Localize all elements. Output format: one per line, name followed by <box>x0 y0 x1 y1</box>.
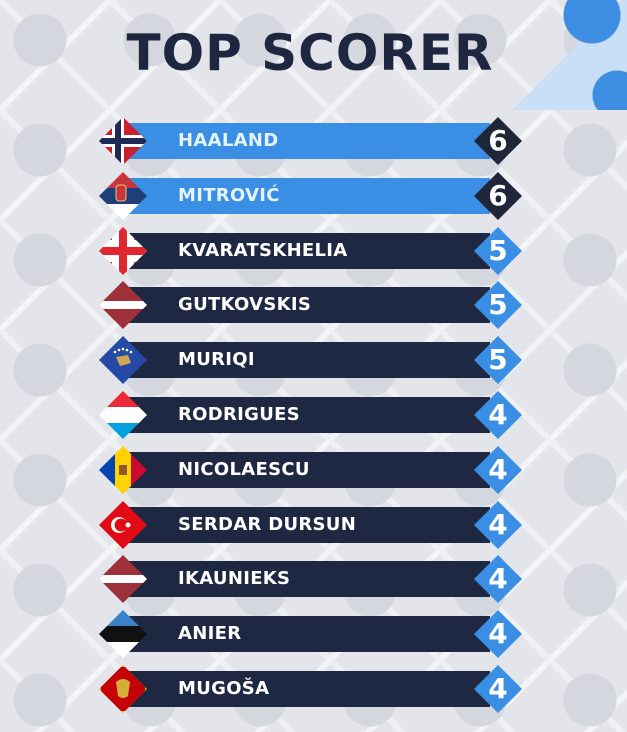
turkey-flag-icon <box>99 500 147 549</box>
latvia-flag-icon <box>99 281 147 330</box>
serbia-flag-icon <box>99 171 147 220</box>
goal-count: 5 <box>488 343 508 377</box>
montenegro-flag-icon <box>99 665 147 713</box>
name-bar <box>128 561 490 598</box>
player-name: MITROVIĆ <box>178 184 280 206</box>
name-bar <box>128 232 490 269</box>
goal-count-badge: 4 <box>473 445 523 494</box>
player-name: IKAUNIEKS <box>178 568 291 590</box>
norway-flag-icon <box>99 117 147 165</box>
kosovo-flag-icon <box>99 336 147 385</box>
goal-count: 5 <box>488 233 508 267</box>
name-bar <box>128 506 490 543</box>
name-bar <box>128 451 490 488</box>
goal-count-badge: 4 <box>473 610 523 659</box>
player-name: MUGOŠA <box>178 678 270 699</box>
scorer-row: MURIQI 5 <box>98 335 523 385</box>
scorer-row: SERDAR DURSUN 4 <box>98 500 523 550</box>
scorer-row: MITROVIĆ 6 <box>98 171 523 221</box>
name-bar <box>128 671 490 707</box>
goal-count-badge: 4 <box>473 664 523 714</box>
georgia-flag-icon <box>99 226 147 275</box>
goal-count-badge: 6 <box>473 171 523 220</box>
goal-count-badge: 5 <box>473 226 523 275</box>
player-name: RODRIGUES <box>178 404 301 425</box>
scorer-row: RODRIGUES 4 <box>98 390 523 440</box>
goal-count: 4 <box>488 452 508 486</box>
goal-count-badge: 5 <box>473 336 523 385</box>
scorer-row: GUTKOVSKIS 5 <box>98 280 523 330</box>
goal-count: 6 <box>488 124 508 157</box>
player-name: KVARATSKHELIA <box>178 239 348 261</box>
scorer-row: ANIER 4 <box>98 609 523 659</box>
name-bar <box>128 177 490 214</box>
goal-count-badge: 4 <box>473 555 523 604</box>
goal-count: 6 <box>488 178 508 212</box>
name-bar <box>128 123 490 159</box>
scorer-row: NICOLAESCU 4 <box>98 445 523 495</box>
goal-count: 5 <box>488 288 508 322</box>
player-name: NICOLAESCU <box>178 458 310 480</box>
player-name: HAALAND <box>178 130 279 151</box>
name-bar <box>128 342 490 379</box>
name-bar <box>128 287 490 324</box>
goal-count: 4 <box>488 672 508 705</box>
name-bar <box>128 397 490 433</box>
moldova-flag-icon <box>99 445 147 494</box>
scorer-row: MUGOŠA 4 <box>98 664 523 714</box>
goal-count: 4 <box>488 617 508 651</box>
goal-count: 4 <box>488 398 508 431</box>
goal-count-badge: 5 <box>473 281 523 330</box>
goal-count-badge: 6 <box>473 116 523 166</box>
goal-count: 4 <box>488 562 508 596</box>
estonia-flag-icon <box>99 610 147 659</box>
corner-decoration <box>507 0 627 110</box>
player-name: GUTKOVSKIS <box>178 294 312 316</box>
luxembourg-flag-icon <box>99 391 147 439</box>
scorer-row: KVARATSKHELIA 5 <box>98 226 523 276</box>
name-bar <box>128 616 490 653</box>
goal-count-badge: 4 <box>473 390 523 440</box>
goal-count: 4 <box>488 507 508 541</box>
scorer-row: HAALAND 6 <box>98 116 523 166</box>
player-name: MURIQI <box>178 349 255 371</box>
latvia-flag-icon <box>99 555 147 604</box>
scorer-row: IKAUNIEKS 4 <box>98 554 523 604</box>
player-name: ANIER <box>178 623 242 645</box>
goal-count-badge: 4 <box>473 500 523 549</box>
player-name: SERDAR DURSUN <box>178 513 357 535</box>
page-title: TOP SCORER <box>126 24 494 82</box>
